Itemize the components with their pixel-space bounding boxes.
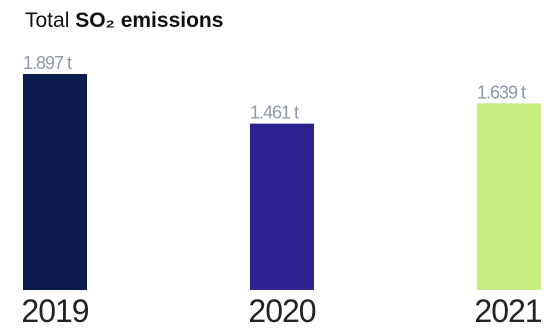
x-tick-label-2021: 2021 [474, 293, 541, 329]
bar-2019 [23, 74, 87, 290]
x-tick-label-2019: 2019 [21, 293, 88, 329]
x-tick-label-2020: 2020 [248, 293, 315, 329]
bar-2020 [250, 123, 314, 290]
chart-title-prefix: Total [25, 9, 70, 32]
bar-value-label-2021: 1.639 t [477, 82, 526, 102]
bar-2021 [477, 103, 541, 290]
chart-title-bold: SO₂ emissions [75, 9, 224, 32]
chart-title: Total SO₂ emissions [25, 8, 223, 34]
bar-value-label-2019: 1.897 t [23, 53, 72, 73]
bar-value-label-2020: 1.461 t [250, 103, 299, 123]
